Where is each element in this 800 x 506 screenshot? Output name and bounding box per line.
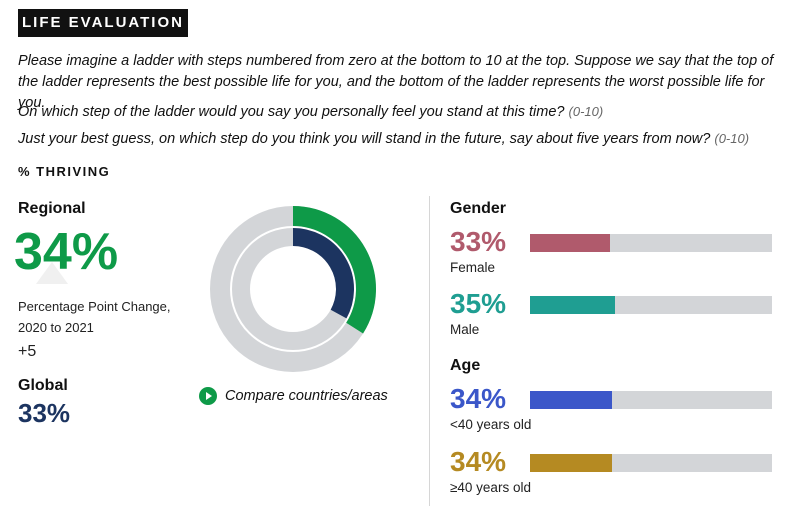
bar-track-under-40 bbox=[530, 391, 772, 409]
change-label: Percentage Point Change, 2020 to 2021 bbox=[18, 299, 171, 335]
bar-fill-under-40 bbox=[530, 391, 613, 409]
regional-label: Regional bbox=[18, 200, 86, 217]
global-value: 33% bbox=[18, 398, 71, 428]
bar-label-over-40: ≥40 years old bbox=[450, 480, 531, 495]
question-future-text: Just your best guess, on which step do y… bbox=[18, 131, 711, 147]
bar-row-under-40: 34% <40 years old bbox=[450, 382, 775, 438]
bar-value-male: 35% bbox=[450, 288, 507, 319]
question-current-text: On which step of the ladder would you sa… bbox=[18, 104, 565, 120]
bar-row-male: 35% Male bbox=[450, 287, 775, 343]
thriving-subhead: % THRIVING bbox=[18, 164, 111, 179]
bar-fill-female bbox=[530, 234, 610, 252]
question-intro: Please imagine a ladder with steps numbe… bbox=[18, 53, 774, 111]
bar-label-male: Male bbox=[450, 322, 480, 337]
change-value: +5 bbox=[18, 343, 37, 360]
bar-track-over-40 bbox=[530, 454, 772, 472]
thriving-donut-chart bbox=[210, 206, 376, 372]
donut-arc-regional bbox=[292, 206, 376, 334]
bar-track-female bbox=[530, 234, 772, 252]
question-future-range: (0-10) bbox=[714, 131, 750, 146]
bar-row-over-40: 34% ≥40 years old bbox=[450, 445, 775, 501]
play-icon bbox=[199, 387, 217, 405]
section-title: LIFE EVALUATION bbox=[18, 9, 188, 37]
bar-value-under-40: 34% bbox=[450, 383, 507, 414]
gender-label: Gender bbox=[450, 200, 507, 217]
compare-countries-link[interactable]: Compare countries/areas bbox=[199, 387, 388, 405]
bar-value-over-40: 34% bbox=[450, 446, 507, 477]
age-label: Age bbox=[450, 357, 481, 374]
compare-countries-label: Compare countries/areas bbox=[225, 388, 388, 404]
bar-value-female: 33% bbox=[450, 226, 507, 257]
donut-arc-global bbox=[292, 228, 354, 319]
column-divider bbox=[429, 196, 430, 506]
bar-fill-male bbox=[530, 296, 615, 314]
bar-label-under-40: <40 years old bbox=[450, 417, 532, 432]
question-future: Just your best guess, on which step do y… bbox=[18, 128, 788, 150]
regional-value: 34% bbox=[14, 223, 119, 281]
question-current-range: (0-10) bbox=[568, 104, 604, 119]
bar-fill-over-40 bbox=[530, 454, 613, 472]
question-current: On which step of the ladder would you sa… bbox=[18, 101, 788, 123]
change-up-arrow-icon bbox=[36, 262, 68, 284]
global-label: Global bbox=[18, 377, 68, 394]
bar-track-male bbox=[530, 296, 772, 314]
bar-row-female: 33% Female bbox=[450, 225, 775, 281]
bar-label-female: Female bbox=[450, 260, 496, 275]
